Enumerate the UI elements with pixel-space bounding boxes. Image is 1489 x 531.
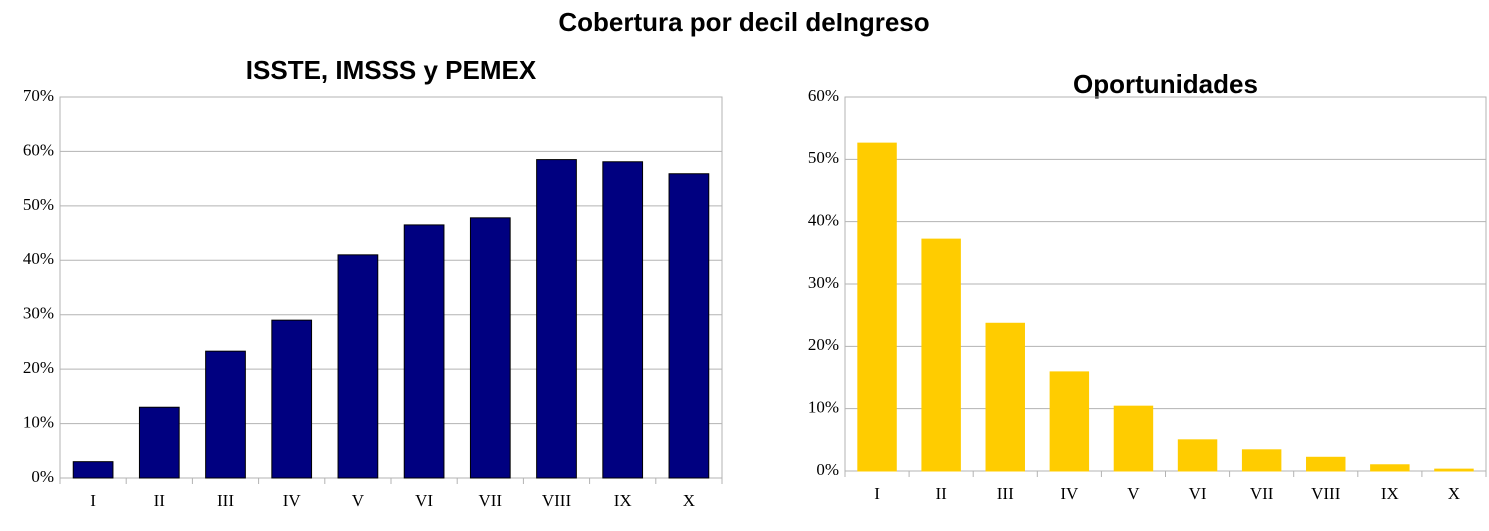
bar [271, 319, 313, 479]
y-tick-label: 20% [23, 358, 54, 377]
y-tick-label: 30% [808, 273, 839, 292]
bar [205, 350, 246, 479]
y-tick-label: 70% [23, 86, 54, 105]
y-tick-label: 0% [816, 460, 839, 479]
bar [1113, 405, 1154, 472]
y-tick-label: 0% [31, 467, 54, 486]
x-tick-label: II [154, 491, 166, 510]
bar [1177, 439, 1218, 472]
y-tick-label: 20% [808, 335, 839, 354]
x-tick-label: V [352, 491, 365, 510]
y-tick-label: 30% [23, 304, 54, 323]
x-tick-label: VI [415, 491, 433, 510]
y-tick-label: 60% [23, 140, 54, 159]
bar [337, 254, 379, 479]
bar [72, 461, 114, 479]
x-tick-label: VII [478, 491, 502, 510]
chart-title: Oportunidades [1073, 69, 1258, 99]
bar [602, 161, 644, 479]
y-tick-label: 10% [808, 398, 839, 417]
x-tick-label: VII [1250, 484, 1274, 503]
y-tick-label: 60% [808, 86, 839, 105]
x-tick-label: V [1127, 484, 1140, 503]
bar [1306, 456, 1346, 472]
x-tick-label: III [997, 484, 1014, 503]
bar [985, 322, 1025, 472]
x-tick-label: IV [283, 491, 302, 510]
bar [403, 224, 445, 479]
y-tick-label: 40% [23, 249, 54, 268]
x-tick-label: II [935, 484, 947, 503]
x-tick-label: IX [1381, 484, 1399, 503]
x-tick-label: I [874, 484, 880, 503]
x-tick-label: X [1448, 484, 1460, 503]
bar [668, 173, 710, 479]
x-tick-label: III [217, 491, 234, 510]
bar [1434, 468, 1474, 472]
bar [138, 406, 180, 479]
x-tick-label: I [90, 491, 96, 510]
y-tick-label: 50% [808, 148, 839, 167]
y-tick-label: 10% [23, 412, 54, 431]
bar [536, 159, 577, 479]
x-tick-label: VIII [542, 491, 572, 510]
x-tick-label: X [683, 491, 695, 510]
page-title: Cobertura por decil deIngreso [558, 7, 929, 37]
bar [469, 217, 511, 479]
bar [1049, 371, 1090, 472]
x-tick-label: VI [1189, 484, 1207, 503]
chart-title: ISSTE, IMSSS y PEMEX [246, 55, 537, 85]
bar [1241, 449, 1282, 472]
x-tick-label: IX [614, 491, 632, 510]
x-tick-label: VIII [1311, 484, 1341, 503]
bar [1370, 464, 1410, 472]
bar [857, 142, 897, 472]
x-tick-label: IV [1060, 484, 1079, 503]
y-tick-label: 50% [23, 195, 54, 214]
bar [921, 238, 961, 472]
y-tick-label: 40% [808, 211, 839, 230]
